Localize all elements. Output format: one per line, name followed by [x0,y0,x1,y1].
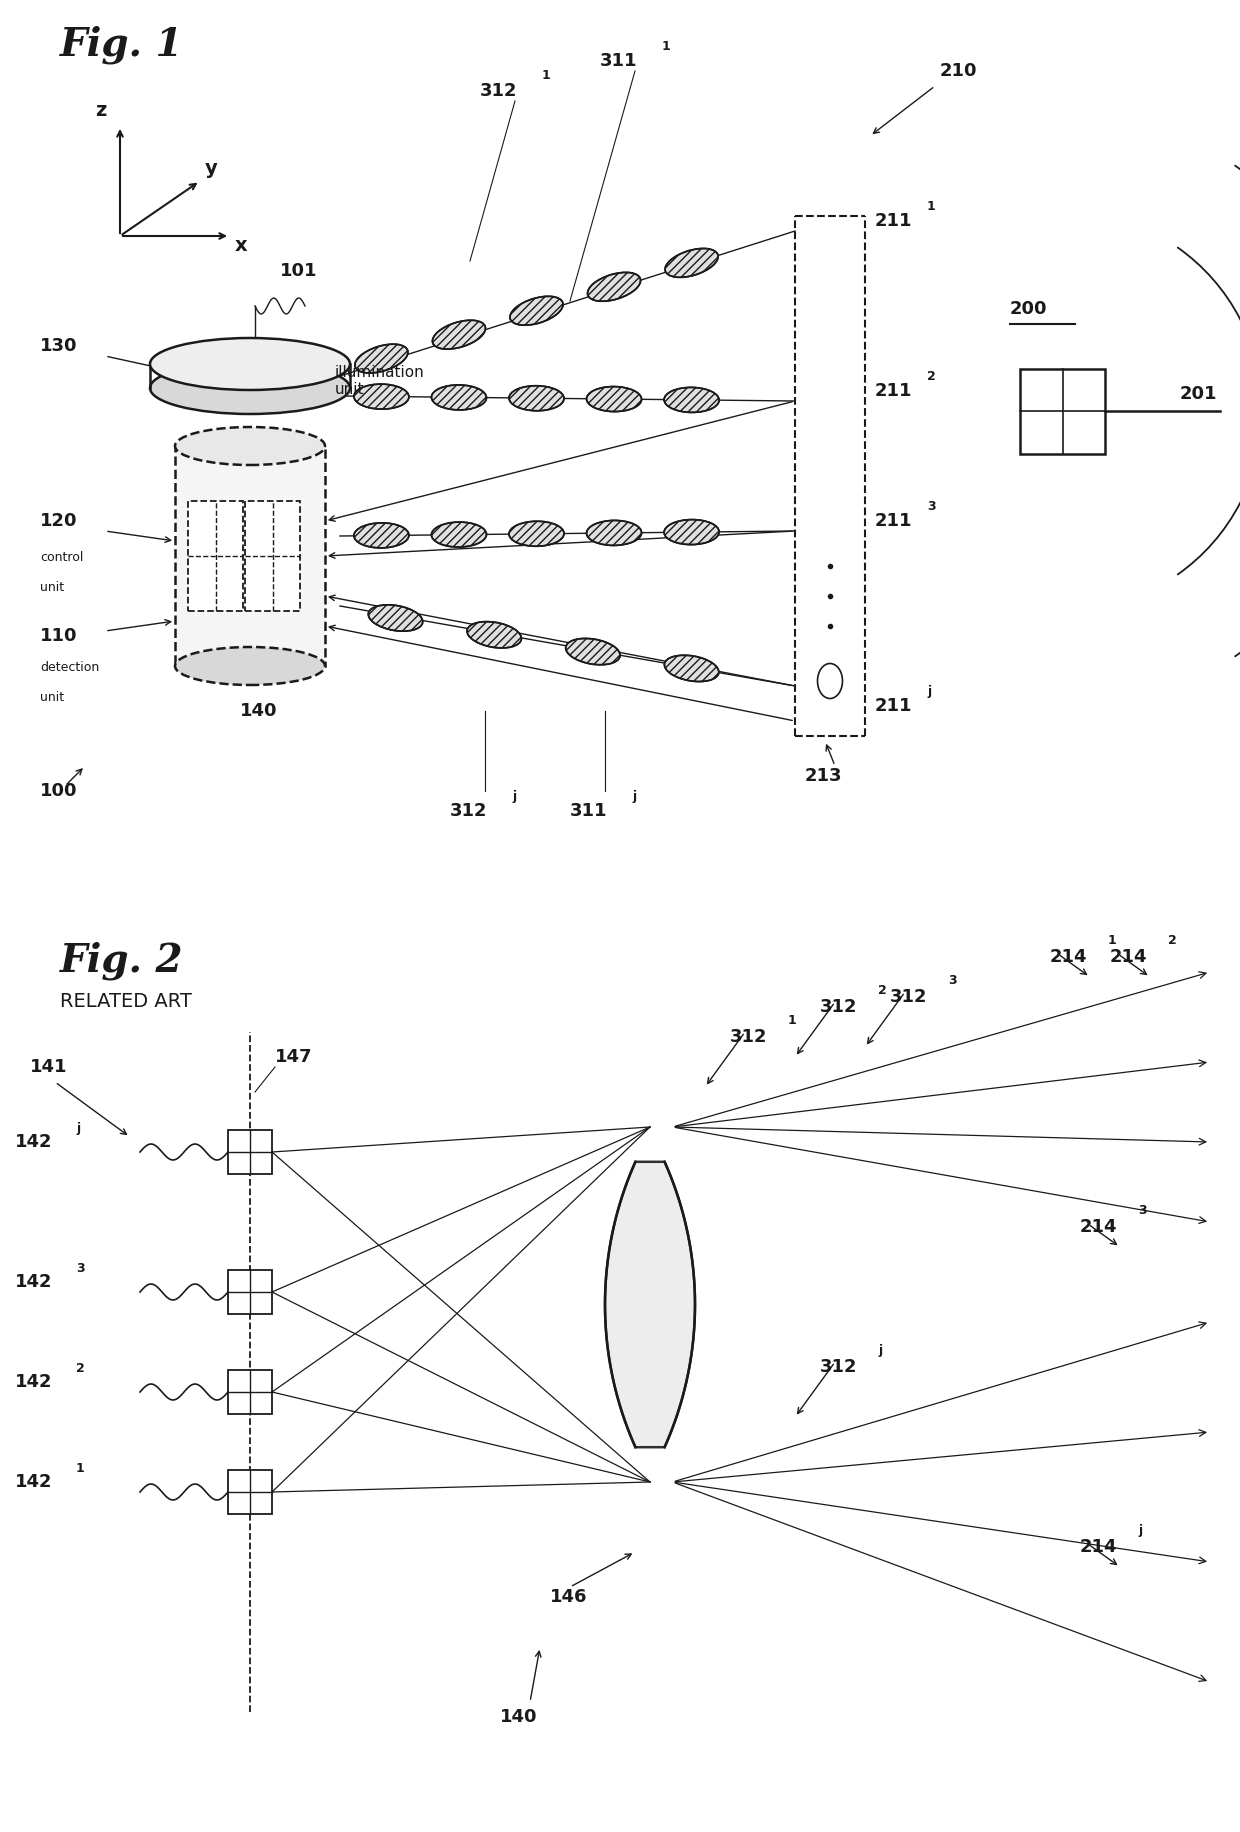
Text: j: j [1138,1524,1142,1537]
Text: 211: 211 [875,383,913,399]
Bar [188,500,243,612]
Polygon shape [605,1161,694,1447]
Text: 110: 110 [40,627,77,645]
Ellipse shape [150,337,350,390]
Ellipse shape [432,522,486,548]
Ellipse shape [665,249,718,277]
Text: 200: 200 [1011,299,1048,317]
Text: 214: 214 [1110,947,1147,965]
Text: 1: 1 [542,70,551,82]
Text: 3: 3 [76,1262,84,1275]
Ellipse shape [588,273,641,300]
Text: RELATED ART: RELATED ART [60,991,192,1011]
Text: Fig. 2: Fig. 2 [60,942,184,980]
Text: 130: 130 [40,337,77,355]
Ellipse shape [432,385,486,410]
Ellipse shape [508,522,564,546]
Ellipse shape [368,605,423,632]
Text: 2: 2 [76,1361,84,1376]
Text: 214: 214 [1080,1539,1117,1555]
Text: unit: unit [40,691,64,703]
Text: detection: detection [40,661,99,674]
Ellipse shape [353,385,409,409]
Ellipse shape [587,520,641,546]
Text: z: z [95,101,107,121]
Text: y: y [205,159,218,178]
Ellipse shape [353,522,409,548]
Text: control: control [40,551,83,564]
Text: 100: 100 [40,782,77,801]
Text: j: j [512,790,516,802]
Bar [228,1469,272,1513]
Text: 2: 2 [1168,934,1177,947]
Ellipse shape [467,621,521,649]
Text: 141: 141 [30,1059,67,1075]
Text: illumination
unit: illumination unit [335,365,425,398]
Text: 214: 214 [1050,947,1087,965]
Text: 214: 214 [1080,1218,1117,1237]
Text: x: x [236,236,248,255]
Text: 147: 147 [275,1048,312,1066]
Text: 210: 210 [940,62,977,81]
Text: 2: 2 [928,370,936,383]
Text: 312: 312 [890,987,928,1006]
Bar [228,1130,272,1174]
Bar [175,445,325,667]
Bar [228,1370,272,1414]
Text: 213: 213 [805,768,842,784]
Text: 312: 312 [480,82,517,101]
Ellipse shape [175,427,325,465]
Text: Fig. 1: Fig. 1 [60,26,184,64]
Ellipse shape [175,647,325,685]
Text: 142: 142 [15,1273,52,1292]
Text: j: j [928,685,931,698]
Ellipse shape [355,344,408,374]
Text: 312: 312 [450,802,487,821]
Ellipse shape [565,638,620,665]
Ellipse shape [508,387,564,410]
Ellipse shape [433,321,486,350]
Text: 1: 1 [76,1462,84,1475]
Text: 3: 3 [949,975,956,987]
Text: 142: 142 [15,1372,52,1390]
Ellipse shape [665,656,719,682]
Text: 201: 201 [1180,385,1218,403]
Text: 312: 312 [730,1028,768,1046]
Text: 1: 1 [787,1013,797,1028]
Text: 140: 140 [500,1707,537,1726]
Text: 140: 140 [241,702,278,720]
Text: 211: 211 [875,213,913,231]
Ellipse shape [665,387,719,412]
Ellipse shape [150,363,350,414]
Text: 312: 312 [820,998,858,1017]
Text: j: j [878,1345,882,1358]
Text: 311: 311 [600,51,637,70]
Text: 1: 1 [1109,934,1117,947]
Text: 2: 2 [878,984,887,997]
Text: 3: 3 [928,500,936,513]
Bar [1021,368,1105,454]
Text: 142: 142 [15,1473,52,1491]
Text: 311: 311 [570,802,608,821]
Text: 146: 146 [551,1588,588,1607]
Text: 211: 211 [875,511,913,529]
Bar [228,1270,272,1314]
Text: 312: 312 [820,1358,858,1376]
Text: 1: 1 [928,200,936,213]
Ellipse shape [587,387,641,412]
Text: j: j [76,1121,81,1136]
Text: 1: 1 [662,40,671,53]
Text: 120: 120 [40,511,77,529]
Text: unit: unit [40,581,64,594]
Text: 211: 211 [875,696,913,714]
Text: 3: 3 [1138,1204,1147,1216]
Text: 101: 101 [280,262,317,280]
Ellipse shape [665,520,719,544]
Ellipse shape [817,663,842,698]
Ellipse shape [510,297,563,326]
Text: 142: 142 [15,1132,52,1150]
Text: j: j [632,790,636,802]
Bar [246,500,300,612]
